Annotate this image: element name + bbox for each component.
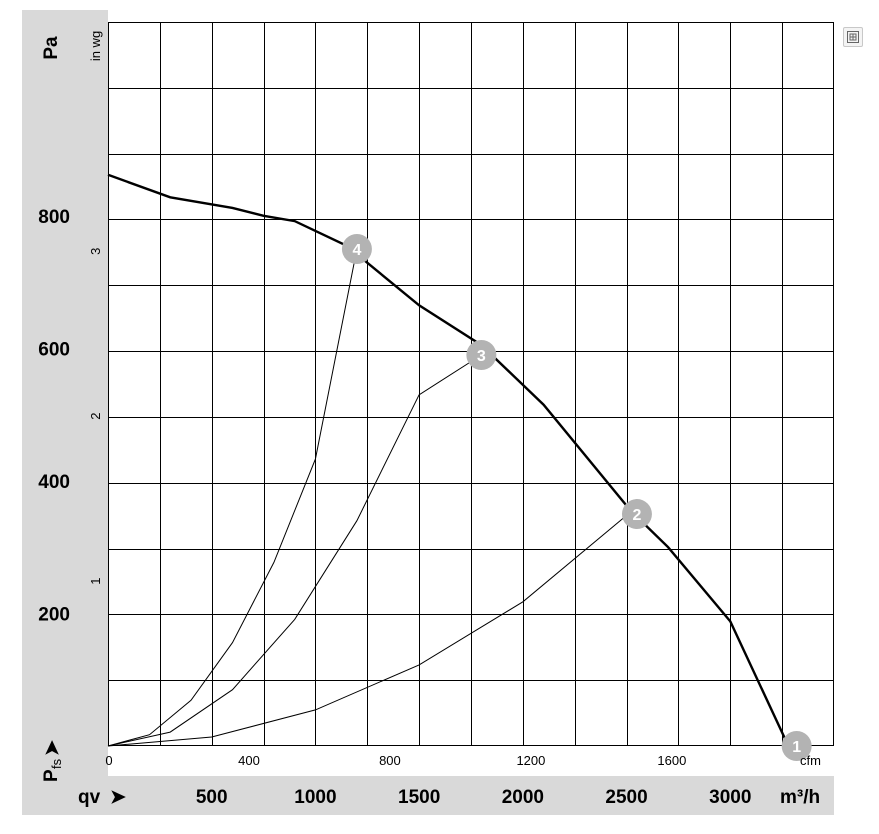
m3h-tick-label: 3000: [709, 787, 751, 808]
cfm-tick-label: 1600: [657, 753, 686, 768]
y-axis-band: [22, 10, 108, 815]
pa-tick-label: 600: [38, 339, 70, 360]
operating-points: 1 2 3 4: [341, 233, 812, 761]
system-curves: [107, 248, 627, 747]
pfs-symbol-sub: fs: [49, 758, 64, 769]
m3h-tick-label: 1500: [398, 787, 440, 808]
marker-label: 4: [352, 242, 361, 259]
plot-frame: [108, 22, 834, 746]
system-curve: [107, 515, 627, 747]
pa-tick-label: 200: [38, 604, 70, 625]
inwg-tick-label: 2: [88, 413, 103, 420]
operating-point-marker: 1: [781, 731, 812, 761]
tick-labels: 200 400 600 800 1 2 3 500 1000 1500 2000 2500 3000 0 4…: [38, 207, 751, 808]
marker-label: 3: [477, 348, 486, 365]
expand-icon[interactable]: [843, 27, 863, 47]
marker-circle: [621, 499, 652, 530]
pa-tick-label: 400: [38, 472, 70, 493]
pa-unit-label: Pa: [41, 36, 62, 60]
marker-label: 2: [632, 507, 641, 524]
cfm-unit-label: cfm: [800, 753, 821, 768]
qv-arrow: ➤: [110, 787, 126, 808]
system-curve: [107, 248, 358, 747]
x-axis-band: [22, 776, 834, 815]
m3h-unit-label: m³/h: [780, 787, 820, 808]
pfs-arrow: ➤: [42, 740, 63, 756]
pa-tick-label: 800: [38, 207, 70, 228]
system-curve: [107, 354, 482, 747]
cfm-tick-label: 0: [105, 753, 112, 768]
marker-circle: [781, 731, 812, 761]
pfs-symbol-label: P fs: [41, 758, 64, 782]
fan-curve-layer: [107, 173, 790, 747]
marker-circle: [341, 233, 372, 264]
operating-point-marker: 3: [466, 340, 497, 371]
inwg-tick-label: 1: [88, 577, 103, 584]
cfm-tick-label: 1200: [516, 753, 545, 768]
inwg-unit-label: in wg: [88, 31, 103, 61]
fan-curve: [107, 173, 790, 747]
m3h-tick-label: 2000: [502, 787, 544, 808]
m3h-tick-label: 1000: [294, 787, 336, 808]
m3h-tick-label: 500: [196, 787, 228, 808]
expand-glyph: [847, 31, 859, 43]
cfm-tick-label: 800: [379, 753, 401, 768]
m3h-tick-label: 2500: [605, 787, 647, 808]
cfm-tick-label: 400: [238, 753, 260, 768]
pfs-symbol-main: P: [41, 769, 62, 782]
qv-symbol-label: qv: [78, 787, 101, 808]
marker-circle: [466, 340, 497, 371]
operating-point-marker: 2: [621, 499, 652, 530]
marker-label: 1: [792, 739, 801, 756]
operating-point-marker: 4: [341, 233, 372, 264]
inwg-tick-label: 3: [88, 248, 103, 255]
